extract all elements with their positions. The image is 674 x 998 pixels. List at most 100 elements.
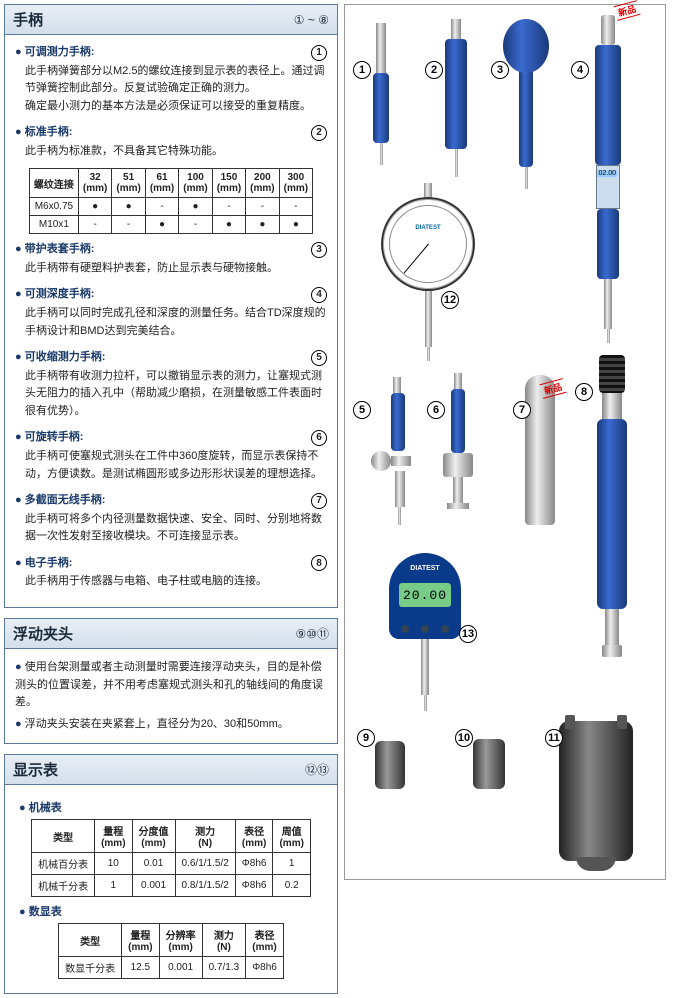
table-header-cell: 螺纹连接 bbox=[29, 169, 78, 198]
handle-item-title: 可调测力手柄: bbox=[15, 43, 94, 59]
handles-body: 可调测力手柄:1此手柄弹簧部分以M2.5的螺纹连接到显示表的表径上。通过调节弹簧… bbox=[5, 35, 337, 607]
handle-item: 电子手柄: 8此手柄用于传感器与电箱、电子柱或电脑的连接。 bbox=[15, 554, 327, 593]
table-cell: 0.6/1/1.5/2 bbox=[175, 853, 235, 875]
digi-brand: DIATEST bbox=[410, 565, 439, 572]
float-body: ● 使用台架测量或者主动测量时需要连接浮动夹头，目的是补偿测头的位置误差，并不用… bbox=[5, 649, 337, 743]
product-label: 2 bbox=[425, 61, 443, 79]
product-label: 9 bbox=[357, 729, 375, 747]
table-cell: M10x1 bbox=[29, 216, 78, 234]
handle-item: 可调测力手柄:1此手柄弹簧部分以M2.5的螺纹连接到显示表的表径上。通过调节弹簧… bbox=[15, 43, 327, 117]
table-header-cell: 类型 bbox=[32, 820, 95, 853]
product-label: 6 bbox=[427, 401, 445, 419]
handle-item-number: 4 bbox=[311, 287, 327, 303]
handle-item-title: 可测深度手柄: bbox=[15, 285, 94, 301]
product-11 bbox=[559, 721, 633, 861]
table-header-cell: 表径(mm) bbox=[246, 924, 284, 957]
table-cell: ● bbox=[112, 198, 145, 216]
table-header-cell: 周值(mm) bbox=[273, 820, 310, 853]
float-title: 浮动夹头 bbox=[13, 623, 73, 644]
product-label: 5 bbox=[353, 401, 371, 419]
handle-item-text: 此手柄可使塞规式测头在工件中360度旋转，而显示表保持不动，方便读数。是测试椭圆… bbox=[15, 446, 327, 485]
table-row: M10x1--●-●●● bbox=[29, 216, 312, 234]
product-5 bbox=[371, 377, 411, 525]
table-cell: - bbox=[279, 198, 312, 216]
table-cell: - bbox=[145, 198, 178, 216]
table-row: M6x0.75●●-●--- bbox=[29, 198, 312, 216]
table-cell: - bbox=[212, 198, 245, 216]
product-13-digital: DIATEST 20.00 bbox=[389, 553, 461, 711]
table-cell: M6x0.75 bbox=[29, 198, 78, 216]
table-row: 机械百分表100.010.6/1/1.5/2Φ8h61 bbox=[32, 853, 311, 875]
product-8 bbox=[597, 355, 627, 657]
handle-item: 可测深度手柄: 4此手柄可以同时完成孔径和深度的测量任务。结合TD深度规的手柄设计… bbox=[15, 285, 327, 342]
float-panel: 浮动夹头 ⑨⑩⑪ ● 使用台架测量或者主动测量时需要连接浮动夹头，目的是补偿测头… bbox=[4, 618, 338, 744]
table-header-cell: 61(mm) bbox=[145, 169, 178, 198]
handle-item: 多截面无线手柄: 7此手柄可将多个内径测量数据快速、安全、同时、分别地将数据一次性… bbox=[15, 491, 327, 548]
table-header-cell: 表径(mm) bbox=[235, 820, 273, 853]
handle-item-text: 此手柄带有收测力拉杆，可以撤销显示表的测力，让塞规式测头无阻力的插入孔中（帮助减… bbox=[15, 366, 327, 423]
table-header-cell: 300(mm) bbox=[279, 169, 312, 198]
table-header-cell: 测力(N) bbox=[202, 924, 246, 957]
handle-item-number: 3 bbox=[311, 242, 327, 258]
display-body: 机械表类型量程(mm)分度值(mm)测力(N)表径(mm)周值(mm)机械百分表… bbox=[5, 785, 337, 993]
product-9 bbox=[375, 741, 405, 789]
handle-item-number: 2 bbox=[311, 125, 327, 141]
table-cell: ● bbox=[212, 216, 245, 234]
float-bullet: ● 浮动夹头安装在夹紧套上，直径分为20、30和50mm。 bbox=[15, 714, 327, 736]
handle-item-title: 多截面无线手柄: bbox=[15, 491, 105, 507]
product-4: 02.00 bbox=[595, 15, 621, 343]
display-header: 显示表 ⑫⑬ bbox=[5, 755, 337, 785]
table-header-cell: 32(mm) bbox=[78, 169, 111, 198]
handle-item-number: 5 bbox=[311, 350, 327, 366]
product-label: 12 bbox=[441, 291, 459, 309]
table-cell: - bbox=[78, 216, 111, 234]
handle-item-number: 8 bbox=[311, 555, 327, 571]
table-header-cell: 150(mm) bbox=[212, 169, 245, 198]
float-header: 浮动夹头 ⑨⑩⑪ bbox=[5, 619, 337, 649]
product-2 bbox=[445, 19, 467, 177]
table-cell: ● bbox=[279, 216, 312, 234]
product-7 bbox=[525, 375, 555, 525]
product-10 bbox=[473, 739, 505, 789]
table-header-cell: 测力(N) bbox=[175, 820, 235, 853]
table-header-cell: 分度值(mm) bbox=[132, 820, 175, 853]
display-range: ⑫⑬ bbox=[305, 761, 329, 778]
product-label: 4 bbox=[571, 61, 589, 79]
display-panel: 显示表 ⑫⑬ 机械表类型量程(mm)分度值(mm)测力(N)表径(mm)周值(m… bbox=[4, 754, 338, 994]
handle-item-number: 7 bbox=[311, 493, 327, 509]
table-cell: - bbox=[246, 198, 279, 216]
handle-item-number: 1 bbox=[311, 45, 327, 61]
product-label: 7 bbox=[513, 401, 531, 419]
table-header-cell: 类型 bbox=[59, 924, 122, 957]
handle-item-text: 此手柄为标准款，不具备其它特殊功能。 bbox=[15, 141, 327, 163]
handle-item-text: 此手柄可将多个内径测量数据快速、安全、同时、分别地将数据一次性发射至接收模块。不… bbox=[15, 509, 327, 548]
table-cell: ● bbox=[179, 198, 212, 216]
product-label: 8 bbox=[575, 383, 593, 401]
handle-item: 可收缩测力手柄:5此手柄带有收测力拉杆，可以撤销显示表的测力，让塞规式测头无阻力… bbox=[15, 348, 327, 422]
product-label: 3 bbox=[491, 61, 509, 79]
product-label: 1 bbox=[353, 61, 371, 79]
table-cell: 数显千分表 bbox=[59, 957, 122, 979]
data-table: 类型量程(mm)分辨率(mm)测力(N)表径(mm)数显千分表12.50.001… bbox=[58, 923, 284, 979]
product-3 bbox=[503, 19, 549, 189]
handle-item: 带护表套手柄:3此手柄带有硬塑料护表套，防止显示表与硬物接触。 bbox=[15, 240, 327, 279]
table-header-cell: 量程(mm) bbox=[122, 924, 159, 957]
handle-item-text: 此手柄可以同时完成孔径和深度的测量任务。结合TD深度规的手柄设计和BMD达到完美… bbox=[15, 303, 327, 342]
data-table: 螺纹连接32(mm)51(mm)61(mm)100(mm)150(mm)200(… bbox=[29, 168, 313, 234]
handle-item-text: 此手柄用于传感器与电箱、电子柱或电脑的连接。 bbox=[15, 571, 327, 593]
dial-brand: DIATEST bbox=[415, 225, 440, 231]
product-1 bbox=[373, 23, 389, 165]
handle-item-title: 可旋转手柄: bbox=[15, 428, 83, 444]
product-label: 11 bbox=[545, 729, 563, 747]
table-cell: Φ8h6 bbox=[246, 957, 284, 979]
table-cell: ● bbox=[78, 198, 111, 216]
table-cell: 机械百分表 bbox=[32, 853, 95, 875]
depth-display: 02.00 bbox=[597, 170, 617, 177]
float-bullet: ● 使用台架测量或者主动测量时需要连接浮动夹头，目的是补偿测头的位置误差，并不用… bbox=[15, 657, 327, 714]
product-6 bbox=[443, 373, 473, 509]
handle-item-title: 电子手柄: bbox=[15, 554, 72, 570]
table-row: 数显千分表12.50.0010.7/1.3Φ8h6 bbox=[59, 957, 284, 979]
handles-panel: 手柄 ① ~ ⑧ 可调测力手柄:1此手柄弹簧部分以M2.5的螺纹连接到显示表的表… bbox=[4, 4, 338, 608]
table-cell: 10 bbox=[95, 853, 132, 875]
mech-subtitle: 机械表 bbox=[19, 799, 327, 815]
